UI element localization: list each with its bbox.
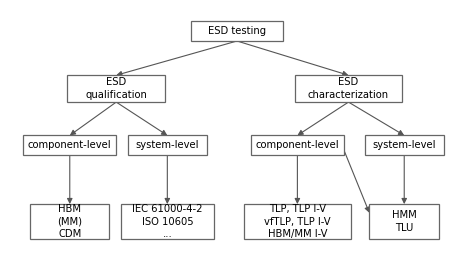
FancyBboxPatch shape: [128, 135, 207, 155]
FancyBboxPatch shape: [365, 135, 444, 155]
FancyBboxPatch shape: [244, 204, 351, 239]
Text: IEC 61000-4-2
ISO 10605
...: IEC 61000-4-2 ISO 10605 ...: [132, 204, 202, 239]
Text: ESD testing: ESD testing: [208, 26, 266, 36]
FancyBboxPatch shape: [369, 204, 439, 239]
FancyBboxPatch shape: [295, 75, 402, 102]
Text: component-level: component-level: [28, 140, 111, 150]
FancyBboxPatch shape: [30, 204, 109, 239]
Text: HBM
(MM)
CDM: HBM (MM) CDM: [57, 204, 82, 239]
Text: TLP, TLP I-V
vfTLP, TLP I-V
HBM/MM I-V: TLP, TLP I-V vfTLP, TLP I-V HBM/MM I-V: [264, 204, 331, 239]
FancyBboxPatch shape: [121, 204, 214, 239]
Text: ESD
qualification: ESD qualification: [85, 77, 147, 100]
Text: system-level: system-level: [136, 140, 199, 150]
Text: system-level: system-level: [373, 140, 436, 150]
Text: ESD
characterization: ESD characterization: [308, 77, 389, 100]
FancyBboxPatch shape: [23, 135, 116, 155]
FancyBboxPatch shape: [251, 135, 344, 155]
FancyBboxPatch shape: [191, 21, 283, 41]
FancyBboxPatch shape: [67, 75, 165, 102]
Text: HMM
TLU: HMM TLU: [392, 210, 417, 233]
Text: component-level: component-level: [255, 140, 339, 150]
